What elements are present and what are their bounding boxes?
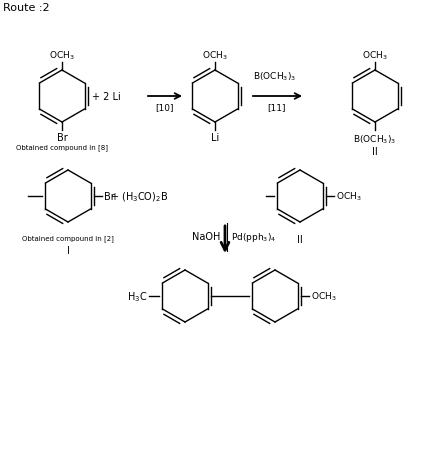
Text: Route :2: Route :2 [3,3,50,13]
Text: Obtained compound in [2]: Obtained compound in [2] [22,235,114,241]
Text: II: II [372,147,378,156]
Text: OCH$_3$: OCH$_3$ [311,290,337,303]
Text: OCH$_3$: OCH$_3$ [362,50,388,62]
Text: Br: Br [104,192,115,202]
Text: Obtained compound in [8]: Obtained compound in [8] [16,144,108,151]
Text: H$_3$C: H$_3$C [127,290,147,303]
Text: + (H$_3$CO)$_2$B: + (H$_3$CO)$_2$B [110,190,168,203]
Text: Pd(pph$_3$)$_4$: Pd(pph$_3$)$_4$ [231,230,277,244]
Text: OCH$_3$: OCH$_3$ [336,190,362,203]
Text: OCH$_3$: OCH$_3$ [49,50,75,62]
Text: OCH$_3$: OCH$_3$ [202,50,228,62]
Text: I: I [66,245,70,255]
Text: Li: Li [211,133,219,143]
Text: B(OCH$_3$)$_3$: B(OCH$_3$)$_3$ [253,70,297,83]
Text: B(OCH$_3$)$_3$: B(OCH$_3$)$_3$ [353,133,396,145]
Text: [10]: [10] [156,103,174,112]
Text: II: II [297,235,303,244]
Text: + 2 Li: + 2 Li [92,92,121,102]
Text: NaOH: NaOH [192,232,220,242]
Text: Br: Br [57,133,67,143]
Text: [11]: [11] [268,103,286,112]
